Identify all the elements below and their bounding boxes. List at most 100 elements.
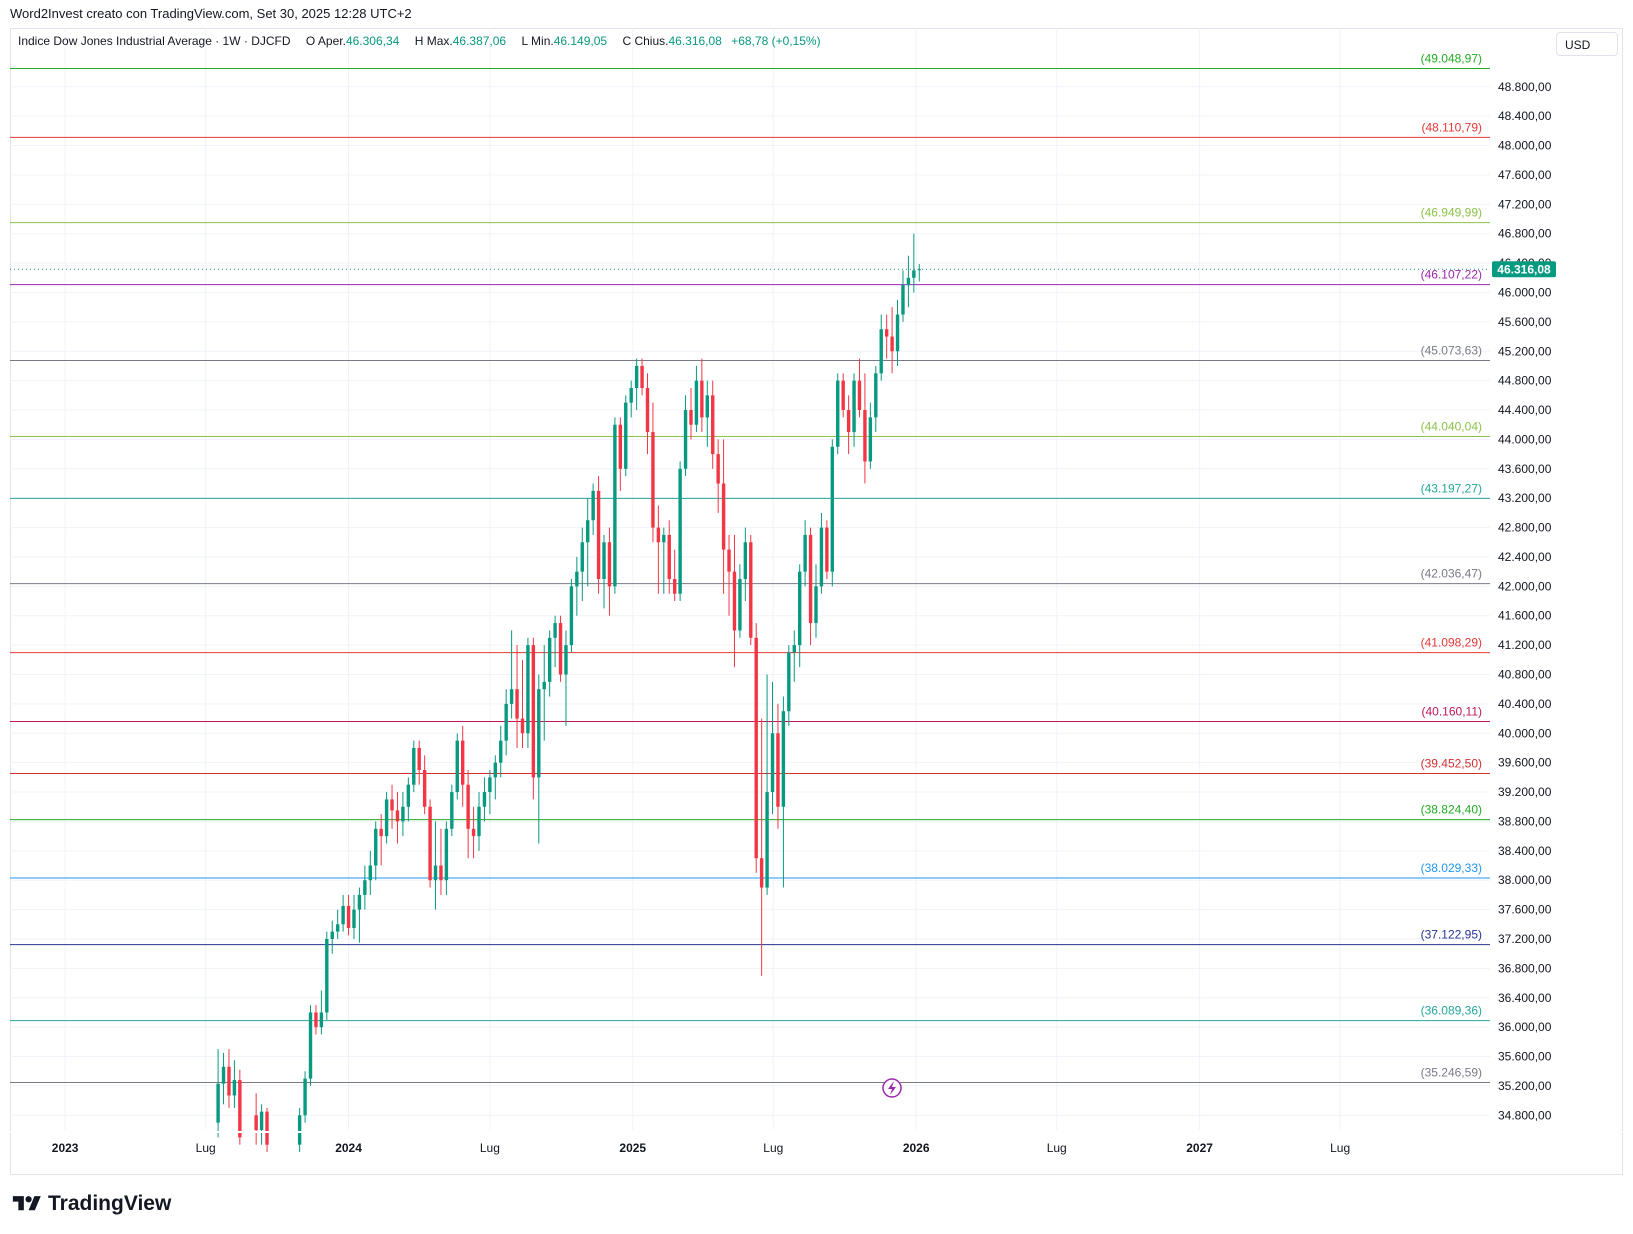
candle-body — [433, 865, 438, 881]
candle-body — [537, 689, 541, 778]
candle-body — [509, 689, 514, 704]
x-tick-label: 2027 — [1186, 1141, 1213, 1155]
candle-body — [335, 924, 340, 932]
candle-body — [716, 454, 720, 484]
candle-body — [852, 380, 856, 433]
candle-body — [732, 571, 737, 631]
candle-body — [634, 365, 639, 388]
currency-button[interactable]: USD — [1556, 32, 1618, 56]
candle-body — [428, 806, 432, 881]
candle-body — [906, 277, 911, 286]
candle-body — [651, 432, 655, 528]
candle-body — [814, 586, 818, 624]
y-tick-label: 48.800,00 — [1498, 80, 1552, 94]
candle-body — [846, 410, 851, 433]
candle-body — [743, 542, 748, 579]
candle-body — [705, 395, 709, 418]
y-tick-label: 44.800,00 — [1498, 374, 1552, 388]
y-tick-label: 47.600,00 — [1498, 168, 1552, 182]
candle-body — [667, 534, 671, 579]
candle-body — [384, 799, 389, 837]
candle-body — [488, 777, 492, 793]
candle-body — [412, 747, 416, 785]
level-label: (35.246,59) — [1421, 1065, 1482, 1079]
y-tick-label: 47.200,00 — [1498, 197, 1552, 211]
legend-close-value: 46.316,08 — [668, 34, 722, 48]
legend-low-prefix: Min. — [531, 34, 554, 48]
candle-body — [504, 703, 508, 741]
candle-body — [672, 579, 677, 594]
candle-body — [689, 410, 693, 425]
y-tick-label: 35.200,00 — [1498, 1079, 1552, 1093]
candle-body — [787, 652, 791, 712]
candle-body — [781, 711, 786, 807]
candle-body — [569, 586, 574, 646]
candle-body — [640, 365, 644, 388]
candle-body — [471, 828, 476, 837]
candle-body — [515, 689, 519, 719]
level-label: (49.048,97) — [1421, 51, 1482, 65]
candle-body — [221, 1066, 226, 1084]
candle-body — [917, 269, 921, 271]
y-tick-label: 46.000,00 — [1498, 285, 1552, 299]
candle-body — [526, 645, 530, 734]
candle-body — [721, 483, 726, 550]
y-tick-label: 36.400,00 — [1498, 991, 1552, 1005]
x-tick-label: 2026 — [903, 1141, 930, 1155]
level-label: (42.036,47) — [1421, 567, 1482, 581]
brand-text: TradingView — [48, 1192, 172, 1215]
y-tick-label: 42.000,00 — [1498, 579, 1552, 593]
lightning-icon — [882, 1078, 902, 1098]
x-tick-label: 2025 — [619, 1141, 646, 1155]
candle-body — [439, 865, 443, 881]
candle-body — [841, 380, 845, 411]
candle-body — [770, 733, 775, 793]
candle-body — [482, 792, 487, 807]
candle-body — [352, 909, 356, 928]
candle-body — [417, 747, 421, 771]
candle-body — [216, 1083, 220, 1123]
candle-body — [656, 527, 661, 543]
candle-body — [297, 1115, 302, 1145]
candle-body — [363, 880, 367, 895]
candle-body — [868, 417, 873, 462]
candle-body — [874, 373, 878, 418]
candle-body — [531, 645, 536, 778]
candle-body — [341, 905, 345, 925]
candle-body — [792, 645, 796, 653]
legend-low-label: L — [521, 34, 528, 48]
y-tick-label: 48.000,00 — [1498, 139, 1552, 153]
candle-body — [694, 380, 699, 425]
candle-body — [607, 542, 612, 587]
candle-body — [879, 329, 883, 374]
y-tick-label: 46.800,00 — [1498, 227, 1552, 241]
x-tick-label: Lug — [480, 1141, 500, 1155]
candle-body — [591, 490, 595, 521]
plot-bottom-mask — [0, 1131, 1633, 1133]
creator-line: Word2Invest creato con TradingView.com, … — [10, 6, 412, 21]
candle-body — [662, 534, 666, 543]
candle-body — [368, 865, 372, 881]
y-tick-label: 39.200,00 — [1498, 785, 1552, 799]
tradingview-logo-icon — [12, 1196, 41, 1211]
candle-body — [624, 402, 628, 469]
candle-body — [406, 784, 411, 807]
chart-legend: Indice Dow Jones Industrial Average · 1W… — [18, 34, 821, 48]
candle-body — [395, 810, 400, 822]
lightning-icon-bolt — [888, 1081, 896, 1095]
tradingview-brand[interactable]: TradingView — [12, 1192, 171, 1216]
y-tick-label: 39.600,00 — [1498, 756, 1552, 770]
candle-body — [863, 410, 867, 462]
candle-body — [819, 527, 824, 587]
candle-body — [825, 527, 829, 572]
candle-body — [314, 1012, 318, 1028]
candle-body — [232, 1080, 237, 1096]
candle-body — [901, 285, 905, 315]
y-tick-label: 43.600,00 — [1498, 462, 1552, 476]
y-tick-label: 41.200,00 — [1498, 638, 1552, 652]
y-tick-label: 40.000,00 — [1498, 726, 1552, 740]
y-tick-label: 38.000,00 — [1498, 873, 1552, 887]
candle-body — [857, 380, 862, 411]
candle-body — [455, 740, 459, 793]
